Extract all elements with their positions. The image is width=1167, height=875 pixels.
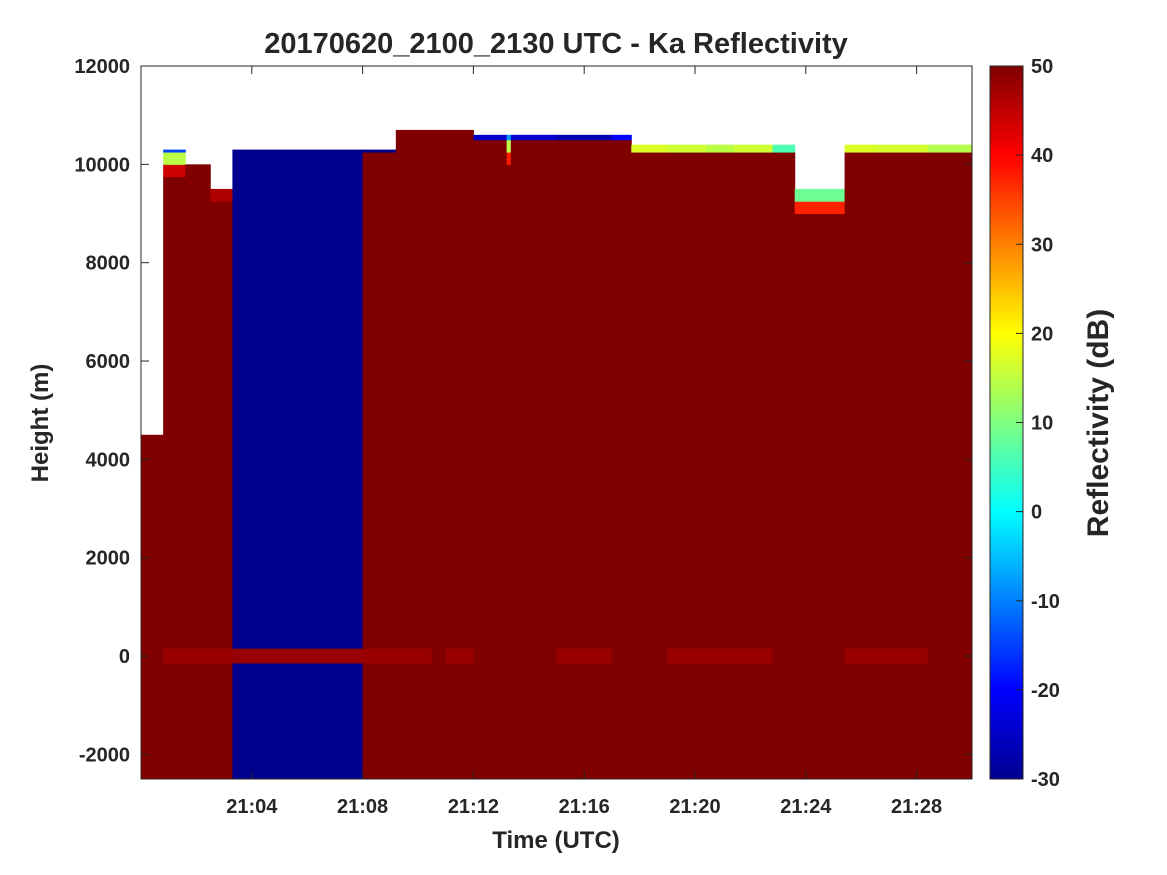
reflectivity-column [163,149,186,779]
y-tick-label: 10000 [74,154,130,176]
surface-return [875,648,929,664]
x-tick-label: 21:04 [226,796,278,818]
surface-return [395,648,433,664]
colorbar-tick-label: -20 [1031,680,1060,702]
y-axis-label: Height (m) [27,364,54,483]
surface-return [733,648,774,664]
y-tick-label: -2000 [79,744,130,766]
x-tick-label: 21:12 [448,796,499,818]
colorbar-label: Reflectivity (dB) [1082,309,1115,537]
reflectivity-column [506,134,512,779]
reflectivity-column [794,188,846,779]
colorbar-tick-label: 30 [1031,234,1053,256]
y-tick-label: 8000 [86,253,131,275]
reflectivity-column [631,144,668,779]
reflectivity-column [772,144,796,779]
x-axis-ticks: 21:04 21:08 21:12 21:16 21:20 21:24 21:28 [226,66,942,818]
surface-return [706,648,735,664]
surface-return [362,648,397,664]
colorbar-tick-label: -10 [1031,591,1060,613]
x-tick-label: 21:20 [669,796,720,818]
surface-return [185,648,211,664]
reflectivity-heatmap [141,129,972,779]
reflectivity-column [395,129,433,779]
colorbar-ticks: 50 40 30 20 10 0 -10 -20 -30 [1016,56,1060,791]
surface-return [445,648,474,664]
reflectivity-column [611,134,632,779]
reflectivity-column [706,144,735,779]
reflectivity-column [875,144,929,779]
reflectivity-column [844,144,876,779]
colorbar-tick-label: 50 [1031,56,1053,78]
surface-return [210,648,233,664]
reflectivity-column [362,149,397,779]
colorbar-tick-label: 0 [1031,502,1042,524]
y-tick-label: 4000 [86,449,131,471]
y-tick-label: 12000 [74,56,130,78]
reflectivity-column [210,188,233,779]
x-tick-label: 21:08 [337,796,388,818]
colorbar-tick-label: 20 [1031,323,1053,345]
reflectivity-column [556,134,613,779]
reflectivity-column [185,164,211,779]
surface-return [667,648,707,664]
y-tick-label: 0 [119,646,130,668]
reflectivity-column [733,144,774,779]
reflectivity-column [141,434,164,779]
colorbar-tick-label: 10 [1031,413,1053,435]
surface-return [556,648,613,664]
reflectivity-column [431,129,447,779]
chart-title: 20170620_2100_2130 UTC - Ka Reflectivity [264,28,848,60]
reflectivity-column [927,144,972,779]
surface-return [232,648,364,664]
surface-return [163,648,186,664]
y-tick-label: 6000 [86,351,131,373]
surface-return [844,648,876,664]
y-axis-ticks: 12000 10000 8000 6000 4000 2000 0 -2000 [74,56,972,766]
x-tick-label: 21:28 [891,796,942,818]
x-axis-label: Time (UTC) [492,827,620,854]
colorbar-tick-label: 40 [1031,145,1053,167]
x-tick-label: 21:24 [780,796,832,818]
reflectivity-column [445,129,474,779]
x-tick-label: 21:16 [559,796,610,818]
reflectivity-column [473,134,508,779]
colorbar-tick-label: -30 [1031,769,1060,791]
reflectivity-column [667,144,707,779]
plot-frame [140,65,973,780]
reflectivity-column [510,134,557,779]
reflectivity-column [232,149,364,779]
y-tick-label: 2000 [86,548,131,570]
